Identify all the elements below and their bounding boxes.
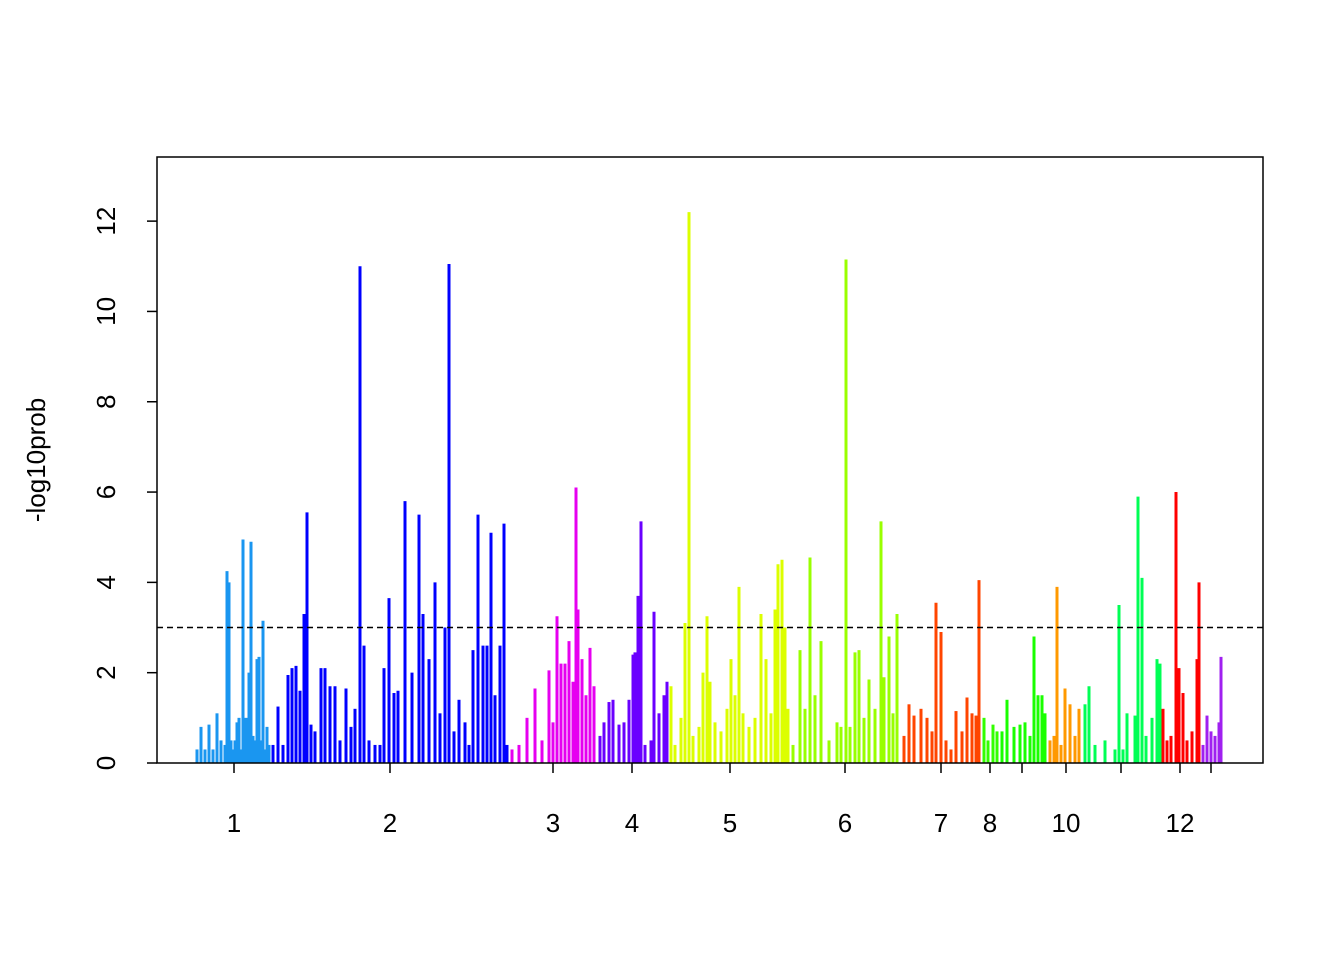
y-tick-label: 6 <box>91 485 121 499</box>
x-tick-label: 5 <box>723 808 737 838</box>
y-tick-label: 2 <box>91 665 121 679</box>
x-tick-label: 4 <box>625 808 639 838</box>
y-tick-label: 0 <box>91 756 121 770</box>
x-tick-label: 3 <box>546 808 560 838</box>
y-axis-label: -log10prob <box>21 398 51 522</box>
y-tick-label: 10 <box>91 297 121 326</box>
y-tick-label: 12 <box>91 207 121 236</box>
x-tick-label: 6 <box>838 808 852 838</box>
x-tick-label: 2 <box>383 808 397 838</box>
y-tick-label: 4 <box>91 575 121 589</box>
x-tick-label: 7 <box>934 808 948 838</box>
plot-frame <box>156 156 1264 764</box>
x-tick-label: 12 <box>1166 808 1195 838</box>
y-tick-label: 8 <box>91 395 121 409</box>
x-tick-label: 8 <box>983 808 997 838</box>
x-tick-label: 1 <box>227 808 241 838</box>
x-tick-label: 10 <box>1052 808 1081 838</box>
